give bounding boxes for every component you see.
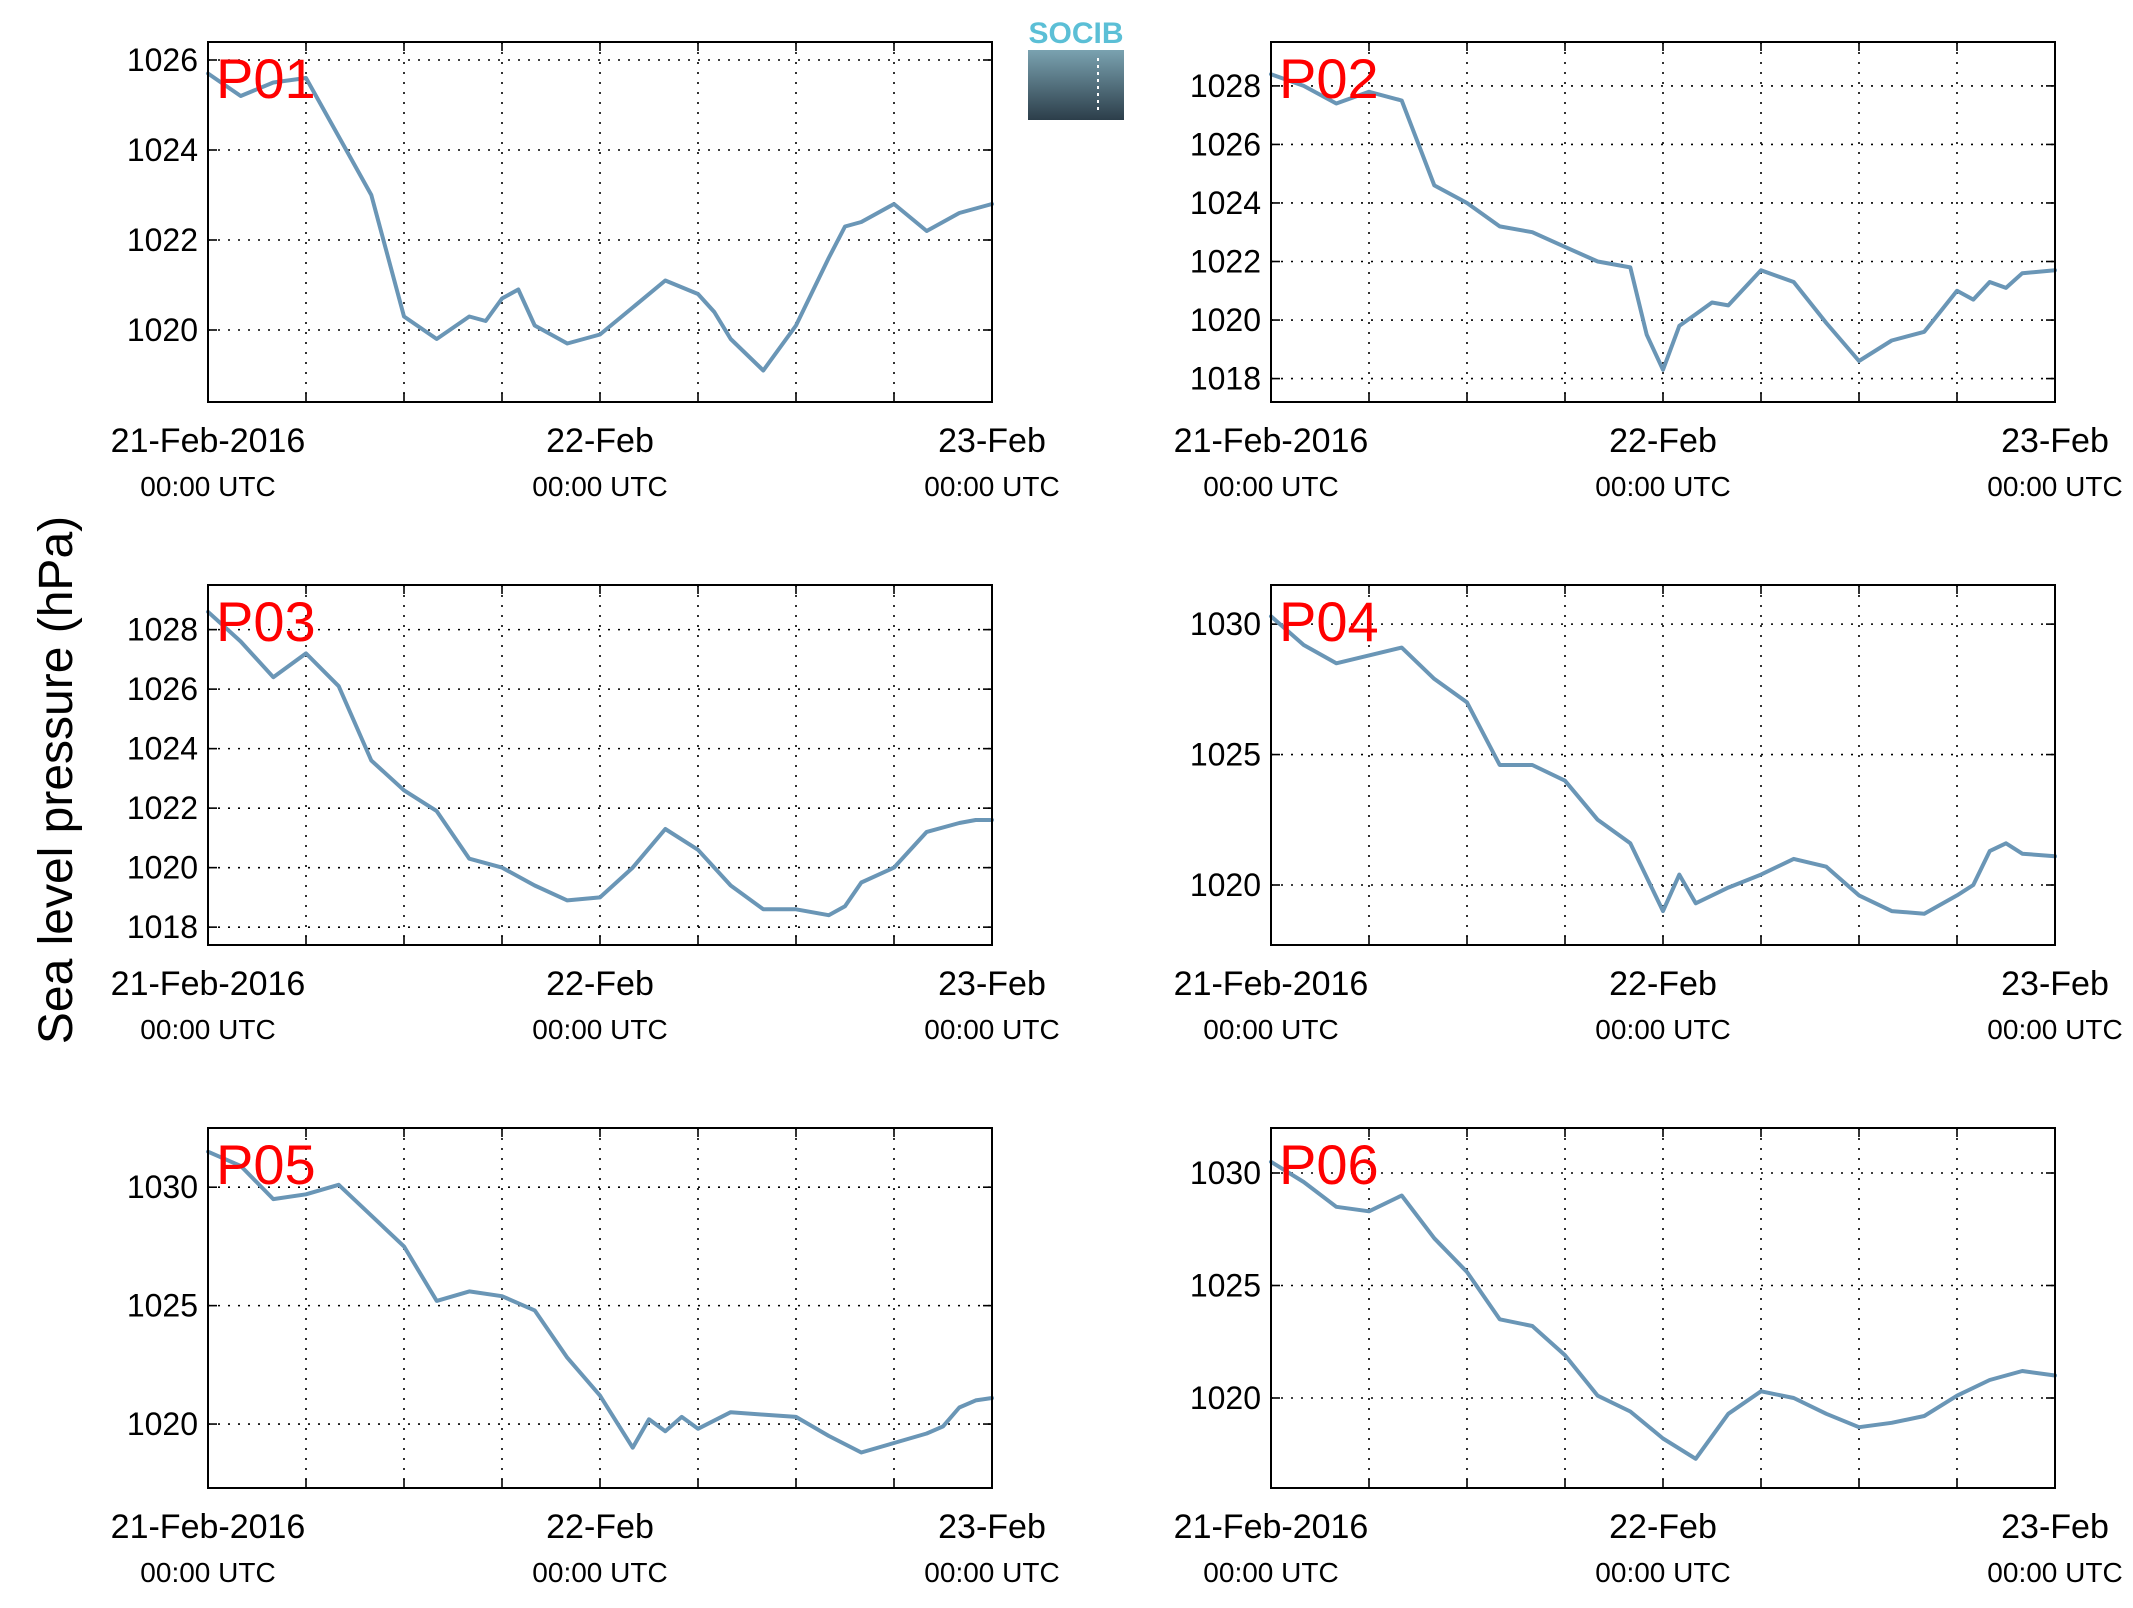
x-tick-label: 22-Feb xyxy=(1609,422,1717,460)
x-tick-label: 21-Feb-2016 xyxy=(1174,422,1369,460)
series-line-p01 xyxy=(206,71,994,373)
x-tick-sublabel: 00:00 UTC xyxy=(1203,1014,1338,1045)
x-tick-sublabel: 00:00 UTC xyxy=(532,471,667,502)
y-tick-label: 1020 xyxy=(1190,302,1261,338)
panel-label: P04 xyxy=(1279,590,1379,653)
panel-label: P05 xyxy=(216,1133,316,1196)
x-tick-label: 23-Feb xyxy=(2001,422,2109,460)
x-tick-sublabel: 00:00 UTC xyxy=(1203,1557,1338,1588)
y-tick-label: 1028 xyxy=(1190,68,1261,104)
axes-frame xyxy=(1270,584,2056,946)
y-tick-label: 1024 xyxy=(127,132,198,168)
panel-p04: 1020 1025 1030 21-Feb-2016 00:00 UTC 22-Feb 00… xyxy=(1174,584,2123,1045)
y-tick-label: 1024 xyxy=(127,731,198,767)
x-tick-sublabel: 00:00 UTC xyxy=(1595,471,1730,502)
x-tick-label: 22-Feb xyxy=(1609,965,1717,1003)
y-tick-label: 1022 xyxy=(1190,244,1261,280)
x-tick-sublabel: 00:00 UTC xyxy=(140,1557,275,1588)
y-tick-label: 1020 xyxy=(127,312,198,348)
series-line-p05 xyxy=(206,1149,994,1455)
x-tick-sublabel: 00:00 UTC xyxy=(924,1014,1059,1045)
x-tick-label: 22-Feb xyxy=(546,965,654,1003)
y-axis-label: Sea level pressure (hPa) xyxy=(30,516,83,1044)
y-tick-label: 1026 xyxy=(127,671,198,707)
y-tick-label: 1024 xyxy=(1190,185,1261,221)
y-tick-label: 1026 xyxy=(127,42,198,78)
panel-label: P06 xyxy=(1279,1133,1379,1196)
series-line-p03 xyxy=(206,609,994,918)
logo-block xyxy=(1028,50,1124,120)
y-tick-label: 1026 xyxy=(1190,126,1261,162)
x-tick-sublabel: 00:00 UTC xyxy=(1987,1557,2122,1588)
x-tick-label: 21-Feb-2016 xyxy=(111,1508,306,1546)
x-tick-label: 23-Feb xyxy=(938,965,1046,1003)
x-tick-sublabel: 00:00 UTC xyxy=(1203,471,1338,502)
y-tick-label: 1020 xyxy=(127,850,198,886)
x-tick-sublabel: 00:00 UTC xyxy=(532,1557,667,1588)
axes-frame xyxy=(1270,41,2056,403)
x-tick-sublabel: 00:00 UTC xyxy=(1595,1557,1730,1588)
panel-p05: 1020 1025 1030 21-Feb-2016 00:00 UTC 22-Feb 00… xyxy=(111,1127,1060,1588)
x-tick-label: 21-Feb-2016 xyxy=(1174,965,1369,1003)
x-tick-sublabel: 00:00 UTC xyxy=(924,1557,1059,1588)
y-tick-label: 1018 xyxy=(127,909,198,945)
socib-logo: SOCIB xyxy=(1028,17,1124,120)
y-tick-label: 1020 xyxy=(127,1406,198,1442)
x-tick-sublabel: 00:00 UTC xyxy=(1987,1014,2122,1045)
x-tick-sublabel: 00:00 UTC xyxy=(1595,1014,1730,1045)
y-tick-label: 1020 xyxy=(1190,1380,1261,1416)
x-tick-sublabel: 00:00 UTC xyxy=(924,471,1059,502)
y-tick-label: 1030 xyxy=(127,1169,198,1205)
x-tick-label: 23-Feb xyxy=(2001,965,2109,1003)
x-tick-label: 23-Feb xyxy=(938,422,1046,460)
x-tick-label: 21-Feb-2016 xyxy=(111,965,306,1003)
x-tick-sublabel: 00:00 UTC xyxy=(140,471,275,502)
panel-p01: 1020 1022 1024 1026 21-Feb-2016 00:00 UTC 22-F… xyxy=(111,41,1060,502)
x-tick-label: 23-Feb xyxy=(2001,1508,2109,1546)
panel-label: P02 xyxy=(1279,47,1379,110)
panel-p02: 1018 1020 1022 1024 1026 1028 21-Feb-2016 00:00… xyxy=(1174,41,2123,502)
y-tick-label: 1020 xyxy=(1190,867,1261,903)
series-line-p02 xyxy=(1269,72,2057,372)
x-tick-sublabel: 00:00 UTC xyxy=(1987,471,2122,502)
panel-p03: 1018 1020 1022 1024 1026 1028 21-Feb-2016 00:00… xyxy=(111,584,1060,1045)
axes-frame xyxy=(207,41,993,403)
x-tick-sublabel: 00:00 UTC xyxy=(140,1014,275,1045)
series-line-p04 xyxy=(1269,614,2057,916)
axes-frame xyxy=(207,1127,993,1489)
series-line-p06 xyxy=(1269,1159,2057,1461)
x-tick-label: 21-Feb-2016 xyxy=(111,422,306,460)
panel-label: P03 xyxy=(216,590,316,653)
panel-p06: 1020 1025 1030 21-Feb-2016 00:00 UTC 22-Feb 00… xyxy=(1174,1127,2123,1588)
y-tick-label: 1030 xyxy=(1190,1155,1261,1191)
x-tick-label: 22-Feb xyxy=(546,1508,654,1546)
y-tick-label: 1028 xyxy=(127,612,198,648)
y-tick-label: 1025 xyxy=(1190,1268,1261,1304)
x-tick-label: 22-Feb xyxy=(1609,1508,1717,1546)
y-tick-label: 1022 xyxy=(127,790,198,826)
panel-label: P01 xyxy=(216,47,316,110)
axes-frame xyxy=(207,584,993,946)
y-tick-label: 1018 xyxy=(1190,361,1261,397)
axes-frame xyxy=(1270,1127,2056,1489)
y-tick-label: 1025 xyxy=(1190,737,1261,773)
x-tick-label: 22-Feb xyxy=(546,422,654,460)
x-tick-sublabel: 00:00 UTC xyxy=(532,1014,667,1045)
x-tick-label: 23-Feb xyxy=(938,1508,1046,1546)
y-tick-label: 1022 xyxy=(127,222,198,258)
y-tick-label: 1030 xyxy=(1190,606,1261,642)
y-tick-label: 1025 xyxy=(127,1288,198,1324)
x-tick-label: 21-Feb-2016 xyxy=(1174,1508,1369,1546)
logo-text: SOCIB xyxy=(1028,17,1123,50)
panels: 1020 1022 1024 1026 21-Feb-2016 00:00 UTC 22-F… xyxy=(111,41,2123,1588)
